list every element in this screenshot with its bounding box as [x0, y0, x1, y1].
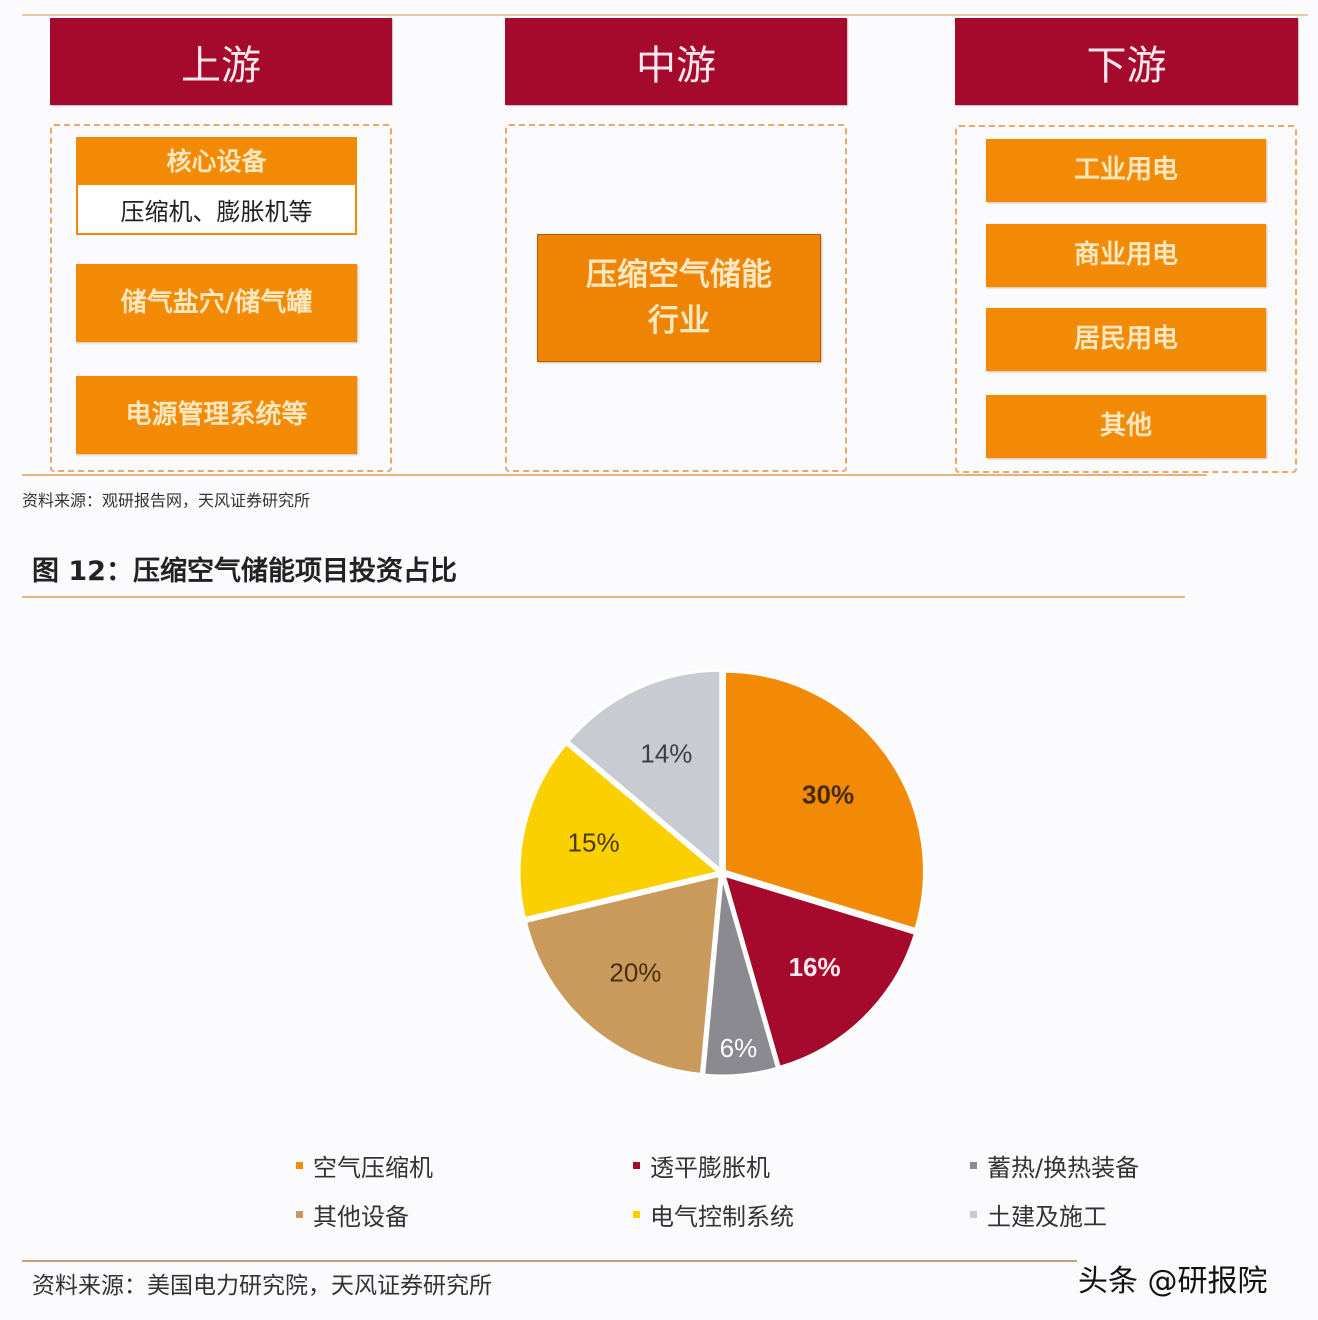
pie-slice [523, 873, 722, 1077]
diagram-bottom-rule [22, 474, 1207, 476]
legend-item: 空气压缩机 [296, 1148, 633, 1183]
pie-slice [565, 668, 723, 874]
core-equipment-title: 核心设备 [78, 139, 355, 185]
legend-item: 蓄热/换热装备 [970, 1148, 1200, 1183]
legend-swatch-icon [970, 1211, 977, 1218]
legend-swatch-icon [296, 1211, 303, 1218]
downstream-item: 其他 [986, 395, 1266, 458]
legend-swatch-icon [633, 1211, 640, 1218]
downstream-item: 居民用电 [986, 308, 1266, 371]
legend-swatch-icon [296, 1162, 303, 1169]
pie-slice-label: 15% [568, 827, 620, 857]
legend-item: 电气控制系统 [633, 1197, 970, 1232]
pie-slice [721, 872, 918, 1070]
legend-item: 透平膨胀机 [633, 1148, 970, 1183]
midstream-box [505, 124, 847, 472]
upstream-box [50, 124, 392, 472]
downstream-item: 商业用电 [986, 224, 1266, 287]
figure-title: 图 12：压缩空气储能项目投资占比 [32, 556, 457, 587]
upstream-item: 储气盐穴/储气罐 [76, 264, 357, 342]
stage-header-downstream: 下游 [955, 18, 1298, 105]
downstream-item: 工业用电 [986, 139, 1266, 202]
chart-legend: 空气压缩机 透平膨胀机 蓄热/换热装备 其他设备 电气控制系统 土建及施工 [296, 1148, 1196, 1232]
diagram-source: 资料来源：观研报告网，天风证券研究所 [22, 491, 311, 510]
pie-slice-label: 14% [640, 738, 692, 768]
pie-slice-label: 20% [609, 958, 661, 988]
pie-slices [517, 668, 926, 1078]
upstream-item: 电源管理系统等 [76, 376, 357, 454]
figure-bottom-rule [22, 1260, 1077, 1262]
core-equipment-card: 核心设备 压缩机、膨胀机等 [76, 137, 357, 235]
pie-slice [702, 875, 780, 1078]
pie-slice-label: 6% [720, 1033, 758, 1063]
stage-header-midstream: 中游 [505, 18, 847, 105]
pie-labels: 30% 16% 6% 20% 15% 14% [568, 738, 855, 1063]
legend-swatch-icon [633, 1162, 640, 1169]
figure-title-rule [22, 596, 1185, 598]
watermark: 头条 @研报院 [1078, 1264, 1268, 1299]
downstream-box [955, 125, 1297, 473]
legend-item: 其他设备 [296, 1197, 633, 1232]
figure-source: 资料来源：美国电力研究院，天风证券研究所 [32, 1273, 492, 1299]
pie-chart: 30% 16% 6% 20% 15% 14% [517, 668, 926, 1078]
pie-slice-label: 30% [802, 779, 854, 809]
legend-swatch-icon [970, 1162, 977, 1169]
core-equipment-detail: 压缩机、膨胀机等 [78, 185, 355, 233]
stage-header-upstream: 上游 [50, 18, 392, 105]
pie-slice [517, 741, 723, 921]
midstream-item: 压缩空气储能 行业 [537, 234, 821, 362]
legend-item: 土建及施工 [970, 1197, 1200, 1232]
pie-slice-label: 16% [789, 952, 841, 982]
top-rule [22, 14, 1308, 16]
pie-slice [722, 669, 926, 932]
